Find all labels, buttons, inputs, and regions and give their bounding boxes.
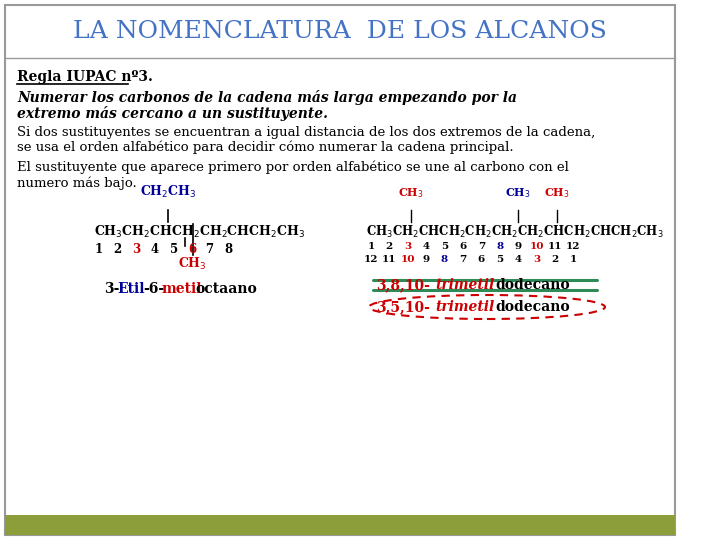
Text: 9: 9 [515,242,522,251]
Text: 10: 10 [529,242,544,251]
Text: dodecano: dodecano [495,300,570,314]
Text: 11: 11 [548,242,562,251]
Text: CH$_3$: CH$_3$ [544,186,570,200]
Text: trimetil: trimetil [435,278,495,292]
Text: 2: 2 [386,242,393,251]
Text: se usa el orden alfabético para decidir cómo numerar la cadena principal.: se usa el orden alfabético para decidir … [17,141,513,154]
Text: CH$_3$CH$_2$CHCH$_2$CH$_2$CH$_2$CH$_2$CHCH$_2$CHCH$_2$CH$_3$: CH$_3$CH$_2$CHCH$_2$CH$_2$CH$_2$CH$_2$CH… [366,224,664,240]
Text: 1: 1 [94,243,102,256]
Text: CH$_3$CH$_2$CHCH$_2$CH$_2$CHCH$_2$CH$_3$: CH$_3$CH$_2$CHCH$_2$CH$_2$CHCH$_2$CH$_3$ [94,224,306,240]
FancyBboxPatch shape [5,5,675,535]
Text: 10: 10 [400,255,415,264]
Text: 7: 7 [478,242,485,251]
Text: 2: 2 [552,255,559,264]
Text: metil: metil [161,282,202,296]
Text: 3: 3 [533,255,540,264]
Text: 8: 8 [496,242,503,251]
Text: 8: 8 [441,255,448,264]
Text: Si dos sustituyentes se encuentran a igual distancia de los dos extremos de la c: Si dos sustituyentes se encuentran a igu… [17,126,595,139]
Text: 6: 6 [478,255,485,264]
Text: 3-: 3- [104,282,120,296]
Text: 12: 12 [364,255,378,264]
Text: 1: 1 [570,255,577,264]
Text: 4: 4 [515,255,522,264]
Text: 6: 6 [189,243,197,256]
Text: CH$_3$: CH$_3$ [178,256,207,272]
Text: 8: 8 [225,243,233,256]
Text: 9: 9 [423,255,430,264]
Text: 7: 7 [459,255,467,264]
Text: octaano: octaano [195,282,257,296]
Text: El sustituyente que aparece primero por orden alfabético se une al carbono con e: El sustituyente que aparece primero por … [17,161,569,174]
Text: CH$_3$: CH$_3$ [505,186,531,200]
Text: numero más bajo.: numero más bajo. [17,176,137,190]
Text: Numerar los carbonos de la cadena más larga empezando por la: Numerar los carbonos de la cadena más la… [17,90,517,105]
Text: 5: 5 [441,242,448,251]
Text: LA NOMENCLATURA  DE LOS ALCANOS: LA NOMENCLATURA DE LOS ALCANOS [73,21,607,44]
Text: 12: 12 [566,242,580,251]
Text: 3,5,10-: 3,5,10- [376,300,430,314]
Text: 3,8,10-: 3,8,10- [376,278,430,292]
Text: 3: 3 [404,242,411,251]
Text: CH$_2$CH$_3$: CH$_2$CH$_3$ [140,184,197,200]
Text: trimetil: trimetil [435,300,495,314]
Text: Regla IUPAC nº3.: Regla IUPAC nº3. [17,70,153,84]
Text: 5: 5 [170,243,178,256]
Text: extremo más cercano a un sustituyente.: extremo más cercano a un sustituyente. [17,106,328,121]
Text: 2: 2 [113,243,121,256]
Text: 5: 5 [496,255,503,264]
Text: -6-: -6- [143,282,165,296]
Text: 6: 6 [459,242,467,251]
Text: 3: 3 [132,243,140,256]
Bar [5,515,675,535]
Text: 7: 7 [205,243,214,256]
Text: 11: 11 [382,255,397,264]
Text: 4: 4 [150,243,159,256]
Text: CH$_3$: CH$_3$ [397,186,423,200]
Text: 4: 4 [423,242,430,251]
Text: dodecano: dodecano [495,278,570,292]
Text: Etil: Etil [117,282,145,296]
Text: 1: 1 [367,242,374,251]
